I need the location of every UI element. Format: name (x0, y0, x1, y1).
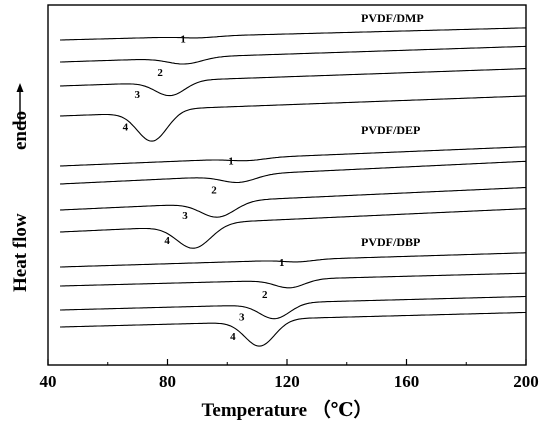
curve-label: 3 (135, 89, 141, 101)
x-tick-label: 40 (40, 372, 57, 391)
x-tick-label: 120 (274, 372, 300, 391)
curve-3-2 (60, 272, 526, 289)
curve-label: 2 (262, 289, 268, 301)
endo-label: endo (10, 111, 31, 150)
curve-1-1 (60, 27, 526, 41)
x-axis-ticks: 40 80 120 160 200 (40, 359, 539, 391)
curve-label: 1 (180, 33, 186, 45)
curve-label: 3 (182, 210, 188, 222)
curve-1-3 (59, 68, 526, 97)
x-tick-label: 160 (394, 372, 420, 391)
curve-3-3 (60, 295, 526, 320)
curve-3-1 (60, 252, 526, 268)
curves-layer (59, 27, 527, 347)
curve-label: 1 (228, 155, 234, 167)
curve-label: 1 (279, 257, 285, 269)
group-label: PVDF/DBP (361, 235, 420, 249)
x-tick-label: 200 (513, 372, 539, 391)
curve-label: 4 (230, 331, 236, 343)
curve-label: 3 (239, 312, 245, 324)
plot-frame (47, 4, 527, 366)
curve-label: 4 (123, 122, 129, 134)
x-axis-title: Temperature （℃） (201, 398, 372, 421)
x-tick-label: 80 (159, 372, 176, 391)
group-label: PVDF/DMP (361, 11, 424, 25)
endo-arrow-icon (16, 83, 24, 128)
curve-1-4 (59, 95, 527, 142)
curve-3-4 (60, 311, 526, 347)
group-labels-layer: PVDF/DMP PVDF/DEP PVDF/DBP (361, 11, 424, 249)
group-label: PVDF/DEP (361, 123, 420, 137)
curve-1-2 (60, 45, 526, 65)
curve-label: 2 (211, 185, 217, 197)
y-axis-title: Heat flow (10, 213, 31, 292)
curve-label: 4 (164, 235, 170, 247)
curve-label: 2 (157, 67, 163, 79)
curve-2-3 (59, 186, 527, 218)
curve-2-4 (59, 208, 526, 249)
curve-2-1 (59, 146, 526, 167)
curve-2-2 (59, 160, 527, 185)
